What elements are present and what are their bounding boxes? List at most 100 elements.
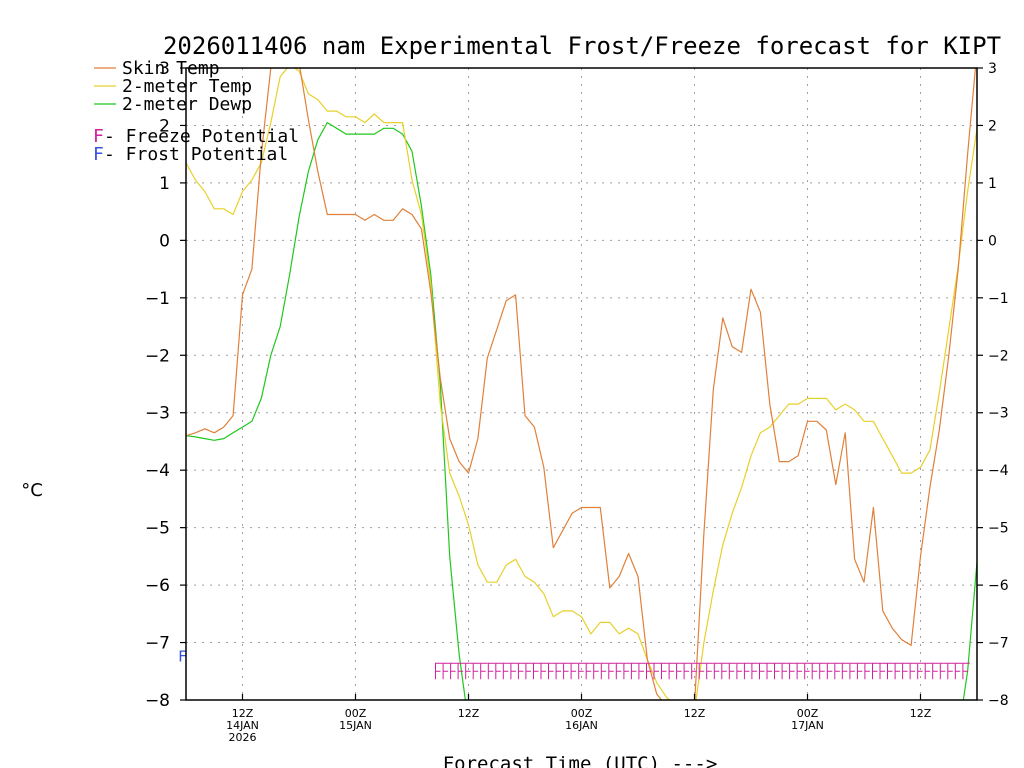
freeze-potential-marker xyxy=(525,662,533,680)
freeze-potential-marker xyxy=(834,662,842,680)
freeze-potential-marker xyxy=(676,662,684,680)
y-tick-label-right: −7 xyxy=(988,636,1009,652)
gridlines xyxy=(186,68,977,700)
legend-label: Skin Temp xyxy=(122,58,220,79)
y-tick-label-right: −8 xyxy=(988,693,1009,709)
freeze-potential-marker xyxy=(540,662,548,680)
y-tick-label: 1 xyxy=(159,174,170,194)
frost-potential-marker: F xyxy=(178,647,187,665)
x-tick-label: 00Z xyxy=(797,707,819,720)
freeze-potential-marker xyxy=(917,662,925,680)
x-tick-label: 14JAN xyxy=(226,719,259,732)
freeze-potential-marker xyxy=(849,662,857,680)
freeze-potential-marker xyxy=(450,662,458,680)
marker-legend-symbol: F xyxy=(93,144,104,165)
freeze-potential-marker xyxy=(947,662,955,680)
freeze-potential-marker xyxy=(661,662,669,680)
freeze-potential-marker xyxy=(856,662,865,680)
freeze-potential-marker xyxy=(713,662,722,680)
freeze-potential-marker xyxy=(728,662,737,680)
y-tick-label-right: −5 xyxy=(988,521,1009,537)
marker-legend-label: - Freeze Potential xyxy=(104,126,299,147)
freeze-potential-marker xyxy=(879,662,887,680)
freeze-potential-marker xyxy=(585,662,594,680)
y-tick-label-right: 2 xyxy=(988,118,997,134)
chart-title: 2026011406 nam Experimental Frost/Freeze… xyxy=(163,32,1001,60)
y-tick-label-right: −3 xyxy=(988,406,1009,422)
y-tick-label-right: −2 xyxy=(988,348,1009,364)
freeze-potential-marker xyxy=(932,662,940,680)
freeze-potential-marker xyxy=(510,662,518,680)
freeze-potential-marker xyxy=(683,662,692,680)
x-tick-label: 17JAN xyxy=(791,719,824,732)
freeze-potential-marker xyxy=(774,662,782,680)
x-tick-label: 00Z xyxy=(345,707,367,720)
x-tick-label: 00Z xyxy=(571,707,593,720)
freeze-potential-marker xyxy=(811,662,820,680)
freeze-potential-marker xyxy=(751,662,759,680)
freeze-potential-marker xyxy=(600,662,609,680)
freeze-potential-marker xyxy=(698,662,707,680)
freeze-potential-marker xyxy=(502,662,511,680)
freeze-potential-marker xyxy=(495,662,503,680)
freeze-potential-marker xyxy=(909,662,918,680)
freeze-potential-marker xyxy=(766,662,774,680)
y-tick-label: −2 xyxy=(145,346,170,366)
freeze-potential-marker xyxy=(593,662,601,680)
y-tick-label: 3 xyxy=(159,59,170,79)
freeze-potential-marker xyxy=(902,662,910,680)
freeze-potential-marker xyxy=(924,662,933,680)
y-tick-label: −8 xyxy=(145,691,170,711)
x-tick-label: 12Z xyxy=(458,707,480,720)
y-tick-label-right: 0 xyxy=(988,233,997,249)
y-tick-label-right: 1 xyxy=(988,176,997,192)
x-axis-label: Forecast Time (UTC) ---> xyxy=(443,753,718,768)
freeze-potential-marker xyxy=(743,662,752,680)
y-tick-label: −7 xyxy=(145,634,170,654)
freeze-potential-marker xyxy=(517,662,526,680)
freeze-potential-marker xyxy=(864,662,872,680)
series-line-skin xyxy=(186,68,977,700)
freeze-potential-marker xyxy=(872,662,880,680)
x-tick-label: 12Z xyxy=(910,707,932,720)
freeze-potential-marker xyxy=(668,662,677,680)
freeze-potential-marker xyxy=(653,662,661,680)
freeze-potential-marker xyxy=(721,662,729,680)
freeze-potential-marker xyxy=(939,662,948,680)
freeze-marker-group xyxy=(435,662,970,680)
freeze-potential-marker xyxy=(615,662,624,680)
freeze-potential-marker xyxy=(894,662,903,680)
y-tick-label-right: 3 xyxy=(988,61,997,77)
freeze-potential-marker xyxy=(548,662,556,680)
freeze-potential-marker xyxy=(578,662,586,680)
y-tick-label: −6 xyxy=(145,576,170,596)
marker-legend-label: - Frost Potential xyxy=(104,144,288,165)
freeze-potential-marker xyxy=(819,662,827,680)
series-line-temp xyxy=(186,68,977,700)
freeze-potential-marker xyxy=(804,662,812,680)
freeze-potential-marker xyxy=(623,662,631,680)
freeze-potential-marker xyxy=(759,662,767,680)
series-line-dewp xyxy=(186,121,977,700)
y-tick-label: 2 xyxy=(159,116,170,136)
y-tick-label: −1 xyxy=(145,289,170,309)
x-tick-label: 16JAN xyxy=(565,719,598,732)
freeze-potential-marker xyxy=(435,662,443,680)
freeze-potential-marker xyxy=(691,662,699,680)
freeze-potential-marker xyxy=(789,662,797,680)
freeze-potential-marker xyxy=(480,662,488,680)
freeze-potential-marker xyxy=(826,662,835,680)
x-tick-label: 2026 xyxy=(229,731,257,744)
legend-label: 2-meter Dewp xyxy=(122,94,252,115)
marker-legend-symbol: F xyxy=(93,126,104,147)
freeze-potential-marker xyxy=(841,662,850,680)
freeze-potential-marker xyxy=(638,662,646,680)
freeze-potential-marker xyxy=(465,662,473,680)
freeze-potential-marker xyxy=(533,662,541,680)
y-tick-label-right: −4 xyxy=(988,463,1009,479)
x-tick-label: 12Z xyxy=(232,707,254,720)
y-tick-label-right: −6 xyxy=(988,578,1009,594)
y-axis-label: °C xyxy=(21,480,43,501)
